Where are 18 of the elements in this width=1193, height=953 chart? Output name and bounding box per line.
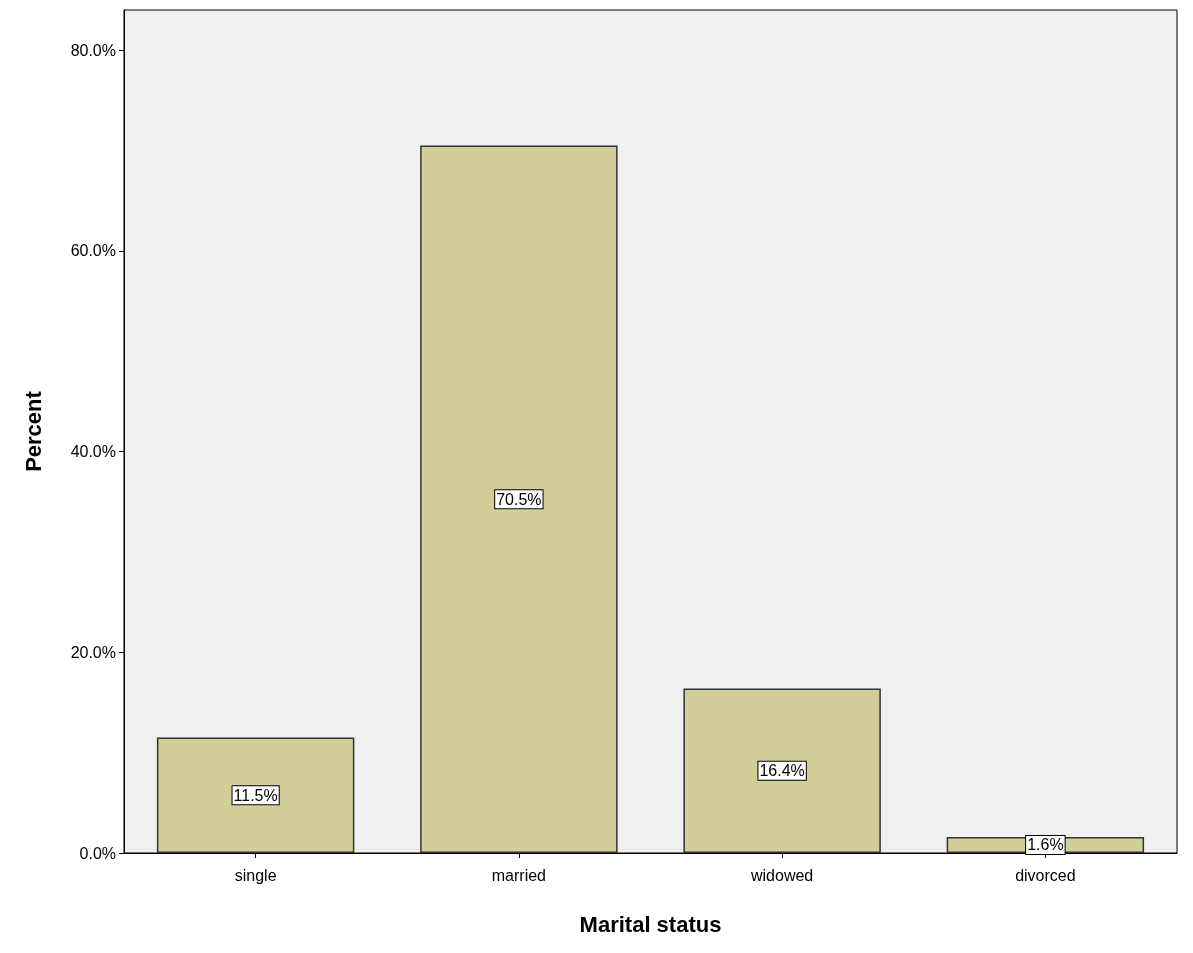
y-tick-label: 80.0% — [70, 41, 116, 59]
x-tick-label: divorced — [1015, 866, 1076, 884]
bar — [683, 688, 881, 853]
y-axis-title: Percent — [20, 390, 46, 472]
data-label: 1.6% — [1027, 836, 1064, 854]
bar — [156, 737, 355, 853]
x-tick-label: married — [491, 866, 546, 884]
bar — [420, 145, 618, 853]
y-tick-label: 20.0% — [70, 643, 116, 661]
data-label: 16.4% — [759, 762, 805, 780]
x-tick-label: widowed — [749, 866, 814, 884]
data-label: 70.5% — [496, 490, 542, 508]
data-label: 11.5% — [233, 786, 278, 804]
x-tick-label: single — [234, 866, 277, 884]
y-tick-label: 40.0% — [70, 443, 116, 461]
y-tick-label: 60.0% — [70, 242, 116, 260]
y-tick-label: 0.0% — [79, 844, 116, 862]
x-axis-title: Marital status — [579, 911, 722, 937]
